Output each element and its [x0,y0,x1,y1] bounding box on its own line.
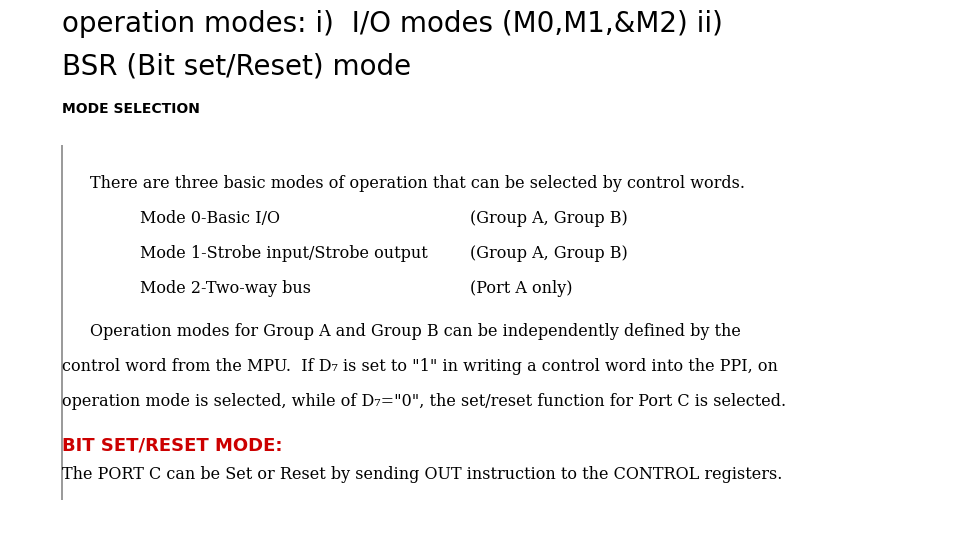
Text: Operation modes for Group A and Group B can be independently defined by the: Operation modes for Group A and Group B … [90,323,741,340]
Text: Mode 2-Two-way bus: Mode 2-Two-way bus [140,280,311,297]
Text: control word from the MPU.  If D₇ is set to "1" in writing a control word into t: control word from the MPU. If D₇ is set … [62,358,778,375]
Text: (Group A, Group B): (Group A, Group B) [470,245,628,262]
Text: (Port A only): (Port A only) [470,280,572,297]
Text: There are three basic modes of operation that can be selected by control words.: There are three basic modes of operation… [90,175,745,192]
Text: (Group A, Group B): (Group A, Group B) [470,210,628,227]
Text: operation modes: i)  I/O modes (M0,M1,&M2) ii): operation modes: i) I/O modes (M0,M1,&M2… [62,10,723,38]
Text: MODE SELECTION: MODE SELECTION [62,102,200,116]
Text: The PORT C can be Set or Reset by sending OUT instruction to the CONTROL registe: The PORT C can be Set or Reset by sendin… [62,466,782,483]
Text: operation mode is selected, while of D₇="0", the set/reset function for Port C i: operation mode is selected, while of D₇=… [62,393,786,410]
Text: BIT SET/RESET MODE:: BIT SET/RESET MODE: [62,436,282,454]
Text: Mode 0-Basic I/O: Mode 0-Basic I/O [140,210,280,227]
Text: BSR (Bit set/Reset) mode: BSR (Bit set/Reset) mode [62,52,411,80]
Text: Mode 1-Strobe input/Strobe output: Mode 1-Strobe input/Strobe output [140,245,428,262]
